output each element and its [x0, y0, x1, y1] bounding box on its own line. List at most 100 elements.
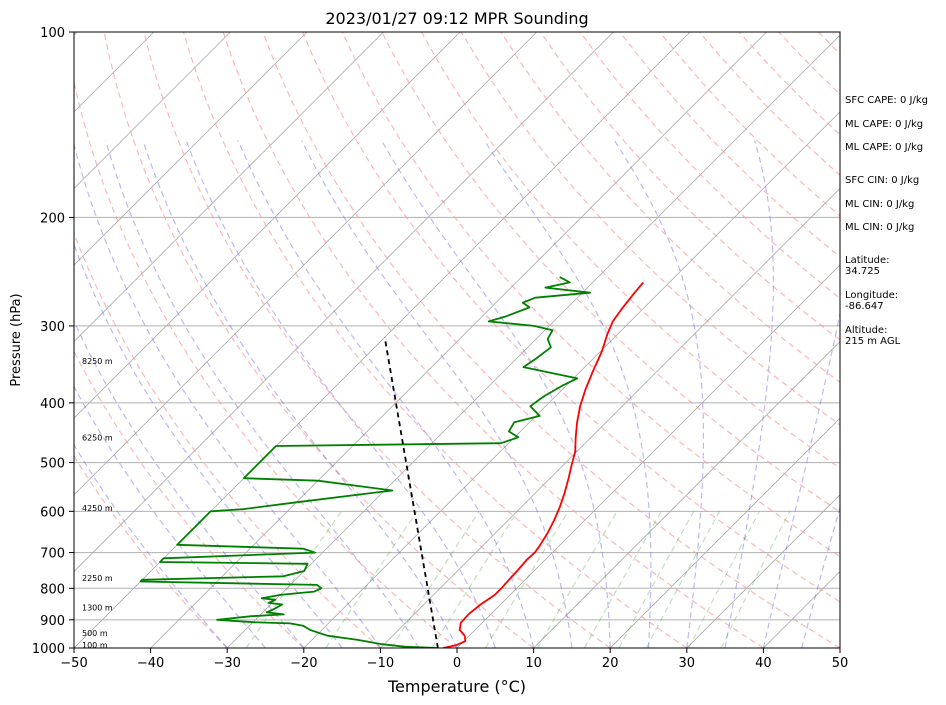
isotherm-gridline: [686, 494, 840, 648]
isotherm-gridline: [74, 32, 691, 648]
moist-adiabat: [74, 443, 228, 648]
isotherm-gridline: [74, 32, 308, 266]
x-tick-label: −30: [213, 656, 240, 671]
moist-adiabat: [724, 140, 774, 648]
isotherm-gridline: [533, 341, 840, 648]
ml-cape-label-1: ML CAPE: 0 J/kg: [845, 119, 924, 130]
dry-adiabat: [74, 231, 381, 648]
x-tick-label: −10: [367, 656, 394, 671]
sfc-cin-label: SFC CIN: 0 J/kg: [845, 175, 920, 186]
height-label: 2250 m: [82, 574, 113, 583]
y-tick-label: 1000: [32, 642, 65, 657]
mixing-ratio-line: [484, 510, 569, 648]
isotherm-gridline: [380, 187, 840, 648]
dewpoint-profile: [139, 276, 591, 648]
isotherm-gridline: [226, 34, 840, 648]
chart-title: 2023/01/27 09:12 MPR Sounding: [325, 9, 588, 28]
isotherm-gridline: [74, 32, 614, 572]
moist-adiabat: [237, 140, 535, 648]
longitude-label: Longitude: -86.647: [845, 290, 899, 312]
y-tick-label: 600: [40, 505, 65, 520]
y-tick-label: 800: [40, 582, 65, 597]
mixing-ratio-line: [245, 510, 342, 648]
mixing-ratio-line: [618, 511, 695, 648]
isotherm-gridline: [74, 32, 384, 343]
y-tick-label: 500: [40, 457, 65, 472]
moist-adiabat: [74, 243, 343, 648]
ml-cin-label-2: ML CIN: 0 J/kg: [845, 222, 915, 233]
y-axis-label: Pressure (hPa): [9, 293, 24, 386]
x-tick-label: −50: [60, 656, 87, 671]
moist-adiabat: [185, 140, 496, 648]
temperature-profile: [443, 281, 644, 648]
moist-adiabat: [380, 140, 611, 648]
dry-adiabat: [74, 79, 458, 648]
dry-adiabat: [143, 32, 611, 648]
height-label: 100 m: [82, 641, 108, 650]
isotherm-gridline: [150, 32, 767, 648]
x-tick-label: −40: [137, 656, 164, 671]
latitude-label: Latitude: 34.725: [845, 255, 890, 277]
x-tick-label: 10: [525, 656, 542, 671]
plot-frame: [73, 31, 841, 649]
x-tick-label: 50: [832, 656, 849, 671]
ml-cin-label-1: ML CIN: 0 J/kg: [845, 199, 915, 210]
isotherm-gridline: [74, 32, 461, 419]
moist-adiabat: [483, 140, 652, 648]
moist-adiabat: [839, 645, 840, 648]
y-tick-label: 700: [40, 547, 65, 562]
x-tick-label: 20: [602, 656, 619, 671]
y-tick-label: 100: [40, 26, 65, 41]
dry-adiabat: [222, 32, 764, 648]
isotherm-gridline: [609, 417, 840, 648]
mixing-ratio-line: [431, 510, 519, 648]
moist-adiabat: [105, 140, 420, 648]
y-tick-label: 900: [40, 614, 65, 629]
moist-adiabat: [801, 505, 840, 648]
sfc-cape-label: SFC CAPE: 0 J/kg: [845, 95, 928, 106]
x-tick-label: 40: [755, 656, 772, 671]
mixing-ratio-line: [583, 511, 662, 648]
mixing-ratio-line: [688, 511, 760, 648]
y-tick-label: 400: [40, 397, 65, 412]
mixing-ratio-line: [325, 510, 418, 648]
isotherm-gridline: [74, 32, 231, 189]
y-tick-label: 200: [40, 211, 65, 226]
parcel-path: [383, 337, 439, 648]
height-label: 1300 m: [82, 604, 113, 613]
moist-adiabat: [74, 385, 266, 648]
moist-adiabat: [142, 140, 458, 648]
dry-adiabat: [103, 32, 534, 648]
x-axis-label: Temperature (°C): [387, 677, 526, 696]
dry-adiabat: [579, 32, 840, 300]
moist-adiabat: [74, 142, 381, 648]
mixing-ratio-line: [720, 511, 791, 648]
moist-adiabat: [613, 140, 704, 648]
x-tick-label: 30: [679, 656, 696, 671]
isotherm-gridline: [303, 111, 840, 648]
mixing-ratio-line: [645, 511, 721, 648]
moist-adiabat: [74, 319, 305, 648]
dry-adiabat: [182, 32, 688, 648]
isotherm-gridline: [0, 32, 1, 648]
altitude-label: Altitude: 215 m AGL: [845, 325, 901, 347]
moist-adiabat: [762, 310, 840, 648]
mixing-ratio-line: [390, 510, 480, 648]
dry-adiabat: [262, 32, 840, 648]
height-label: 6250 m: [82, 433, 113, 442]
isotherm-gridline: [74, 32, 538, 496]
ml-cape-label-2: ML CAPE: 0 J/kg: [845, 142, 924, 153]
y-tick-label: 300: [40, 320, 65, 335]
mixing-ratio-line: [536, 510, 618, 648]
isotherm-gridline: [456, 264, 840, 648]
height-label: 8250 m: [82, 357, 113, 366]
moist-adiabat: [301, 140, 573, 648]
height-label: 500 m: [82, 629, 108, 638]
plot-area: [0, 32, 840, 648]
x-tick-label: −20: [290, 656, 317, 671]
height-label: 4250 m: [82, 504, 113, 513]
x-tick-label: 0: [453, 656, 461, 671]
dry-adiabat: [74, 350, 305, 648]
